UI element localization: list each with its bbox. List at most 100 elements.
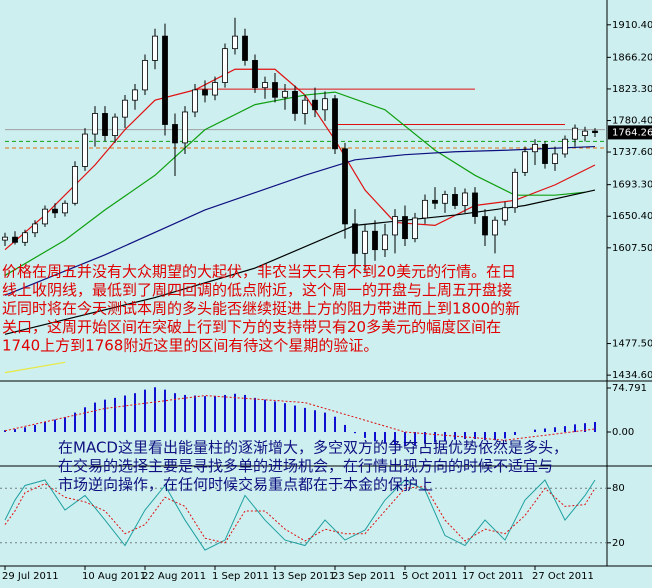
candle-body — [412, 217, 418, 240]
candle-body — [82, 133, 88, 167]
candle-body — [132, 89, 138, 101]
y-tick-label: 1866.20 — [612, 52, 652, 63]
y-tick-label: 1737.60 — [612, 147, 652, 158]
x-tick-label: 13 Sep 2011 — [272, 571, 335, 582]
candle-body — [42, 208, 48, 225]
x-tick-label: 10 Aug 2011 — [82, 571, 146, 582]
candle-body — [322, 98, 328, 111]
candle-body — [432, 199, 438, 204]
candle-body — [442, 194, 448, 204]
candle-body — [562, 138, 568, 155]
oscillator-line — [4, 483, 596, 544]
y-tick-label: 1823.30 — [612, 84, 652, 95]
candle-body — [212, 82, 218, 96]
candle-body — [552, 153, 558, 164]
x-tick-label: 27 Oct 2011 — [532, 571, 594, 582]
candle-body — [232, 35, 238, 50]
x-tick-label: 29 Jul 2011 — [2, 571, 59, 582]
candle-body — [482, 216, 488, 236]
candle-body — [122, 99, 128, 118]
candle-body — [262, 82, 268, 89]
candle-body — [92, 113, 98, 135]
candle-body — [582, 130, 588, 136]
candle-body — [242, 35, 248, 61]
moving-average — [4, 361, 66, 374]
y-tick-label: 0.00 — [612, 427, 634, 438]
candle-body — [162, 35, 168, 125]
candle-body — [472, 192, 478, 217]
candle-body — [52, 208, 58, 214]
y-tick-label: 1693.30 — [612, 180, 652, 191]
candle-body — [62, 202, 68, 214]
candle-body — [202, 89, 208, 96]
candle-body — [302, 99, 308, 114]
candle-body — [342, 148, 348, 225]
candle-body — [592, 130, 598, 133]
x-tick-label: 5 Oct 2011 — [402, 571, 457, 582]
candle-body — [32, 223, 38, 234]
candle-body — [512, 171, 518, 209]
x-tick-label: 22 Aug 2011 — [142, 571, 206, 582]
candle-body — [112, 116, 118, 136]
annotation-line: 市场逆向操作，在任何时候交易重点都在于本金的保护上 — [58, 476, 433, 494]
candle-body — [532, 143, 538, 153]
candle-body — [352, 223, 358, 254]
candle-body — [362, 230, 368, 254]
signal-line — [4, 395, 596, 441]
candle-body — [252, 60, 258, 89]
annotation-line: 1740上方到1768附近这里的区间有待这个星期的验证。 — [2, 337, 378, 355]
y-tick-label: 1780.40 — [612, 116, 652, 127]
moving-average — [4, 91, 586, 276]
candle-body — [382, 234, 388, 251]
candle-body — [452, 194, 458, 206]
y-tick-label: 1434.60 — [612, 370, 652, 381]
candle-body — [492, 219, 498, 236]
y-tick-label: 1477.50 — [612, 339, 652, 350]
candle-body — [542, 143, 548, 164]
annotation-line: 在MACD这里看出能量柱的逐渐增大，多空双方的争夺占据优势依然是多头， — [58, 439, 568, 457]
candle-body — [372, 230, 378, 251]
candle-body — [102, 113, 108, 136]
y-tick-label: 1607.50 — [612, 243, 652, 254]
candle-body — [72, 166, 78, 204]
candle-body — [222, 48, 228, 83]
candle-body — [152, 35, 158, 61]
annotation-line: 线上收阴线，最低到了周四回调的低点附近，这个周一的开盘与上周五开盘接 — [2, 281, 512, 299]
candle-body — [572, 127, 578, 140]
oscillator-line — [4, 479, 596, 551]
y-tick-label: 74.791 — [612, 383, 647, 394]
moving-average — [4, 145, 596, 296]
candle-body — [332, 98, 338, 150]
candle-body — [272, 82, 278, 98]
last-price-box — [608, 125, 652, 140]
candle-body — [22, 232, 28, 243]
candle-body — [402, 216, 408, 240]
candle-body — [142, 60, 148, 91]
x-tick-label: 17 Oct 2011 — [462, 571, 524, 582]
y-tick-label: 1910.40 — [612, 20, 652, 31]
annotation-line: 在交易的选择主要是寻找多单的进场机会，在行情出现方向的时候不适宜与 — [58, 457, 553, 475]
annotation-line: 价格在周五并没有大众期望的大起伏，非农当天只有不到20美元的行情。在日 — [2, 263, 516, 281]
y-tick-label: 20 — [612, 538, 625, 549]
candle-body — [502, 207, 508, 221]
candle-body — [462, 192, 468, 206]
x-tick-label: 1 Sep 2011 — [212, 571, 269, 582]
candle-body — [312, 99, 318, 111]
candle-body — [422, 199, 428, 219]
candle-body — [392, 216, 398, 236]
candle-body — [292, 90, 298, 114]
candle-body — [172, 124, 178, 144]
candle-body — [282, 90, 288, 98]
y-tick-label: 1650.40 — [612, 211, 652, 222]
annotation-line: 关口，这周开始区间在突破上行到下方的支持带只有20多美元的幅度区间在 — [2, 318, 501, 336]
y-tick-label: 80 — [612, 483, 625, 494]
candle-body — [192, 89, 198, 113]
candle-body — [182, 111, 188, 144]
candle-body — [12, 236, 18, 243]
last-price-label: 1764.26 — [612, 127, 652, 138]
x-tick-label: 23 Sep 2011 — [332, 571, 395, 582]
candle-body — [2, 236, 8, 241]
annotation-line: 近同时将在今天测试本周的多头能否继续挺进上方的阻力带进而上到1800的新 — [2, 300, 520, 318]
